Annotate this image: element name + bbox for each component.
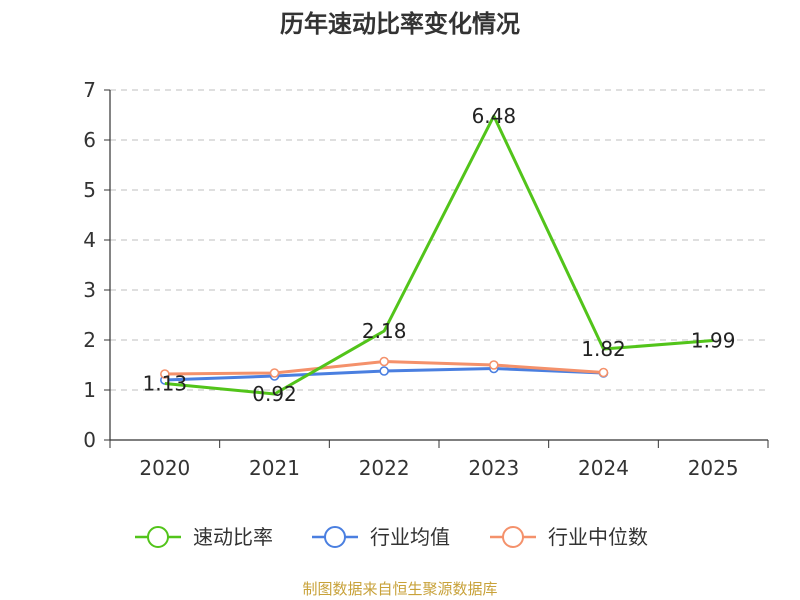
x-tick-label: 2024	[578, 456, 629, 480]
data-label: 1.82	[581, 337, 626, 361]
y-tick-label: 2	[83, 328, 96, 352]
data-label: 2.18	[362, 319, 407, 343]
y-tick-label: 7	[83, 78, 96, 102]
y-tick-label: 6	[83, 128, 96, 152]
series	[160, 114, 714, 396]
y-tick-label: 4	[83, 228, 96, 252]
legend-marker-icon	[324, 526, 346, 548]
legend-label: 行业中位数	[548, 525, 648, 549]
legend-label: 行业均值	[370, 525, 450, 549]
legend-item[interactable]: 速动比率	[135, 525, 273, 549]
series-point	[598, 367, 609, 378]
series-point	[379, 356, 389, 367]
data-label: 6.48	[472, 104, 517, 128]
x-tick-label: 2023	[468, 456, 519, 480]
y-tick-label: 3	[83, 278, 96, 302]
y-tick-label: 0	[83, 428, 96, 452]
y-tick-label: 5	[83, 178, 96, 202]
legend[interactable]: 速动比率 行业均值 行业中位数	[135, 525, 648, 549]
data-label: 0.92	[252, 382, 297, 406]
legend-item[interactable]: 行业中位数	[490, 525, 648, 549]
series-point	[489, 360, 499, 370]
chart-title: 历年速动比率变化情况	[280, 10, 520, 38]
data-label: 1.13	[143, 372, 188, 396]
data-labels: 1.13 0.92 2.18 6.48 1.82 1.99	[143, 104, 736, 406]
y-tick-label: 1	[83, 378, 96, 402]
series-point	[160, 369, 170, 379]
legend-marker-icon	[147, 526, 169, 548]
legend-label: 速动比率	[193, 525, 273, 549]
source-note: 制图数据来自恒生聚源数据库	[302, 580, 497, 598]
data-label: 1.99	[691, 329, 736, 353]
legend-item[interactable]: 行业均值	[312, 525, 450, 549]
x-tick-label: 2021	[249, 456, 300, 480]
x-tick-label: 2020	[139, 456, 190, 480]
series-line	[164, 114, 714, 396]
x-tick-label: 2022	[359, 456, 410, 480]
series-point	[269, 368, 280, 378]
axes: 0 1 2 3 4 5 6 7 2020 2021 2022 2023 2024 2025	[83, 78, 769, 480]
x-tick-label: 2025	[688, 456, 739, 480]
legend-marker-icon	[502, 526, 524, 548]
series-point	[379, 366, 389, 376]
